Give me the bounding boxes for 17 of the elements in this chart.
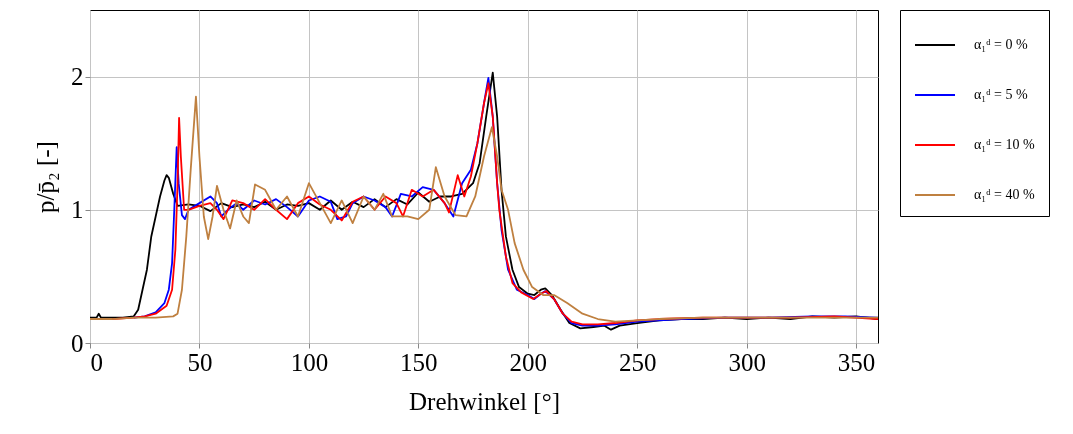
x-tick-label: 0 — [90, 348, 103, 376]
x-tick-label: 150 — [400, 348, 438, 376]
y-tick-label: 0 — [71, 329, 84, 357]
x-axis-title: Drehwinkel [°] — [409, 387, 560, 415]
legend-label: α₁ᵈ = 5 % — [974, 87, 1028, 102]
y-axis-title: p/p̄₂ [-] — [32, 141, 59, 213]
x-tick-label: 350 — [837, 348, 876, 376]
x-tick-label: 200 — [509, 348, 548, 376]
x-tick-label: 50 — [187, 348, 213, 376]
x-tick-label: 100 — [290, 348, 329, 376]
y-tick-label: 1 — [71, 196, 84, 224]
legend-label: α₁ᵈ = 10 % — [974, 137, 1035, 152]
y-tick-label: 2 — [71, 63, 84, 91]
x-tick-label: 300 — [728, 348, 766, 376]
legend-label: α₁ᵈ = 0 % — [974, 37, 1028, 52]
x-tick-label: 250 — [618, 348, 657, 376]
legend-label: α₁ᵈ = 40 % — [974, 187, 1035, 202]
